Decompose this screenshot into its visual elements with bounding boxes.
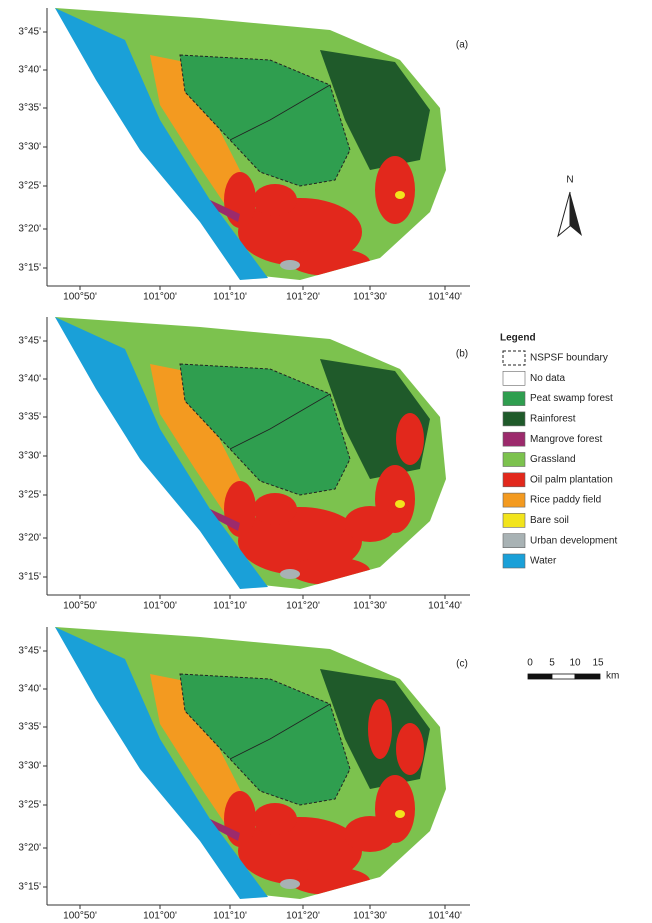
oil-palm [253,493,297,525]
lat-label: 3°15' [18,572,41,583]
scale-label: 15 [592,658,604,669]
legend-label: Bare soil [530,515,569,526]
legend-label: Rainforest [530,414,576,425]
lat-label: 3°40' [18,374,41,385]
scale-label: 0 [527,658,533,669]
oil-palm [224,481,256,537]
legend-label: Rice paddy field [530,495,601,506]
urban [280,879,300,889]
lon-label: 100°50' [63,601,97,612]
legend-swatch [503,412,525,426]
page: 3°45' 3°40' 3°35' 3°30' 3°25' 3°20' 3°15' 100°5… [0,0,652,923]
lat-label: 3°40' [18,684,41,695]
lon-label: 101°30' [353,601,387,612]
lat-label: 3°15' [18,263,41,274]
lon-label: 101°20' [286,911,320,922]
scale-segment [528,674,552,679]
oil-palm [253,184,297,216]
legend-swatch [503,554,525,568]
legend-swatch [503,392,525,406]
legend-label: Grassland [530,454,576,465]
bare-soil [395,191,405,199]
lon-label: 101°10' [213,911,247,922]
lat-label: 3°35' [18,722,41,733]
legend-swatch [503,453,525,467]
urban [280,260,300,270]
panel-label: (a) [456,40,468,51]
oil-palm [344,506,396,542]
lon-label: 101°20' [286,292,320,303]
lon-label: 100°50' [63,911,97,922]
scale-label: 10 [569,658,581,669]
scale-segment [552,674,575,679]
lat-label: 3°25' [18,181,41,192]
legend-swatch [503,432,525,446]
lon-label: 101°00' [143,601,177,612]
lat-label: 3°45' [18,27,41,38]
north-arrow [558,192,570,236]
lon-label: 101°30' [353,292,387,303]
lon-label: 101°10' [213,292,247,303]
oil-palm [290,248,370,276]
lat-label: 3°20' [18,224,41,235]
legend-label: Mangrove forest [530,434,602,445]
lon-label: 101°30' [353,911,387,922]
legend-label: Water [530,556,557,567]
legend-swatch [503,351,525,365]
legend-label: Urban development [530,535,617,546]
lat-label: 3°45' [18,336,41,347]
oil-palm [224,791,256,847]
lon-label: 101°10' [213,601,247,612]
legend-swatch [503,371,525,385]
lat-label: 3°40' [18,65,41,76]
lat-label: 3°35' [18,412,41,423]
oil-palm [253,803,297,835]
bare-soil [395,500,405,508]
bare-soil [395,810,405,818]
oil-palm [368,699,392,759]
oil-palm [396,413,424,465]
scale-unit: km [606,671,619,682]
legend-title: Legend [500,333,536,344]
lat-label: 3°35' [18,103,41,114]
lon-label: 101°00' [143,911,177,922]
lat-label: 3°15' [18,882,41,893]
scale-segment [575,674,600,679]
lon-label: 101°20' [286,601,320,612]
legend-label: NSPSF boundary [530,353,608,364]
lat-label: 3°25' [18,800,41,811]
panel-label: (b) [456,349,468,360]
lat-label: 3°45' [18,646,41,657]
oil-palm [290,557,370,585]
lon-label: 101°40' [428,911,462,922]
oil-palm [344,816,396,852]
legend-label: Peat swamp forest [530,393,613,404]
north-arrow [570,192,582,236]
legend-label: No data [530,373,565,384]
lon-label: 101°40' [428,292,462,303]
lat-label: 3°20' [18,533,41,544]
legend-swatch [503,534,525,548]
scale-label: 5 [549,658,555,669]
legend-swatch [503,473,525,487]
oil-palm [224,172,256,228]
lat-label: 3°30' [18,142,41,153]
oil-palm [396,723,424,775]
oil-palm [290,867,370,895]
lat-label: 3°20' [18,843,41,854]
lon-label: 101°40' [428,601,462,612]
figure: 3°45' 3°40' 3°35' 3°30' 3°25' 3°20' 3°15' 100°5… [0,0,652,923]
lat-label: 3°25' [18,490,41,501]
lat-label: 3°30' [18,451,41,462]
legend-swatch [503,493,525,507]
panel-label: (c) [456,659,468,670]
lon-label: 101°00' [143,292,177,303]
lat-label: 3°30' [18,761,41,772]
oil-palm [375,156,415,224]
legend-swatch [503,513,525,527]
north-label: N [566,175,573,186]
urban [280,569,300,579]
lon-label: 100°50' [63,292,97,303]
legend-label: Oil palm plantation [530,474,613,485]
